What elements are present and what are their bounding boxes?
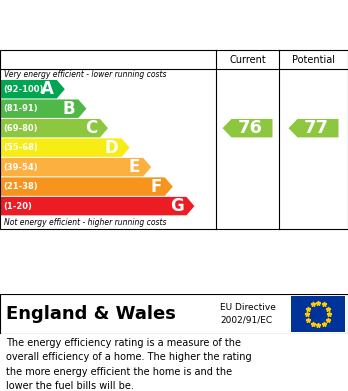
Polygon shape: [0, 158, 151, 176]
Text: Potential: Potential: [292, 55, 335, 65]
Bar: [0, 50, 348, 228]
Text: EU Directive
2002/91/EC: EU Directive 2002/91/EC: [220, 303, 276, 325]
Polygon shape: [0, 138, 129, 157]
Text: (39-54): (39-54): [3, 163, 38, 172]
Polygon shape: [0, 80, 65, 99]
Text: Very energy efficient - lower running costs: Very energy efficient - lower running co…: [4, 70, 166, 79]
Text: A: A: [41, 80, 54, 98]
Text: D: D: [105, 139, 119, 157]
Polygon shape: [0, 99, 86, 118]
Text: Energy Efficiency Rating: Energy Efficiency Rating: [9, 7, 219, 23]
Text: The energy efficiency rating is a measure of the
overall efficiency of a home. T: The energy efficiency rating is a measur…: [6, 338, 252, 391]
Bar: [291, 296, 345, 332]
Text: G: G: [170, 197, 183, 215]
Polygon shape: [0, 197, 195, 215]
Text: Not energy efficient - higher running costs: Not energy efficient - higher running co…: [4, 218, 166, 227]
Polygon shape: [288, 119, 339, 137]
Text: 77: 77: [304, 119, 329, 137]
Text: (81-91): (81-91): [3, 104, 38, 113]
Text: B: B: [63, 100, 76, 118]
Polygon shape: [0, 119, 108, 137]
Text: E: E: [129, 158, 140, 176]
Text: Current: Current: [229, 55, 266, 65]
Text: C: C: [85, 119, 97, 137]
Text: 76: 76: [238, 119, 263, 137]
Polygon shape: [222, 119, 272, 137]
Text: (92-100): (92-100): [3, 85, 44, 94]
Text: (1-20): (1-20): [3, 202, 32, 211]
Text: (55-68): (55-68): [3, 143, 38, 152]
Text: England & Wales: England & Wales: [6, 305, 176, 323]
Text: (69-80): (69-80): [3, 124, 38, 133]
Text: (21-38): (21-38): [3, 182, 38, 191]
Polygon shape: [0, 178, 173, 196]
Text: F: F: [150, 178, 162, 196]
